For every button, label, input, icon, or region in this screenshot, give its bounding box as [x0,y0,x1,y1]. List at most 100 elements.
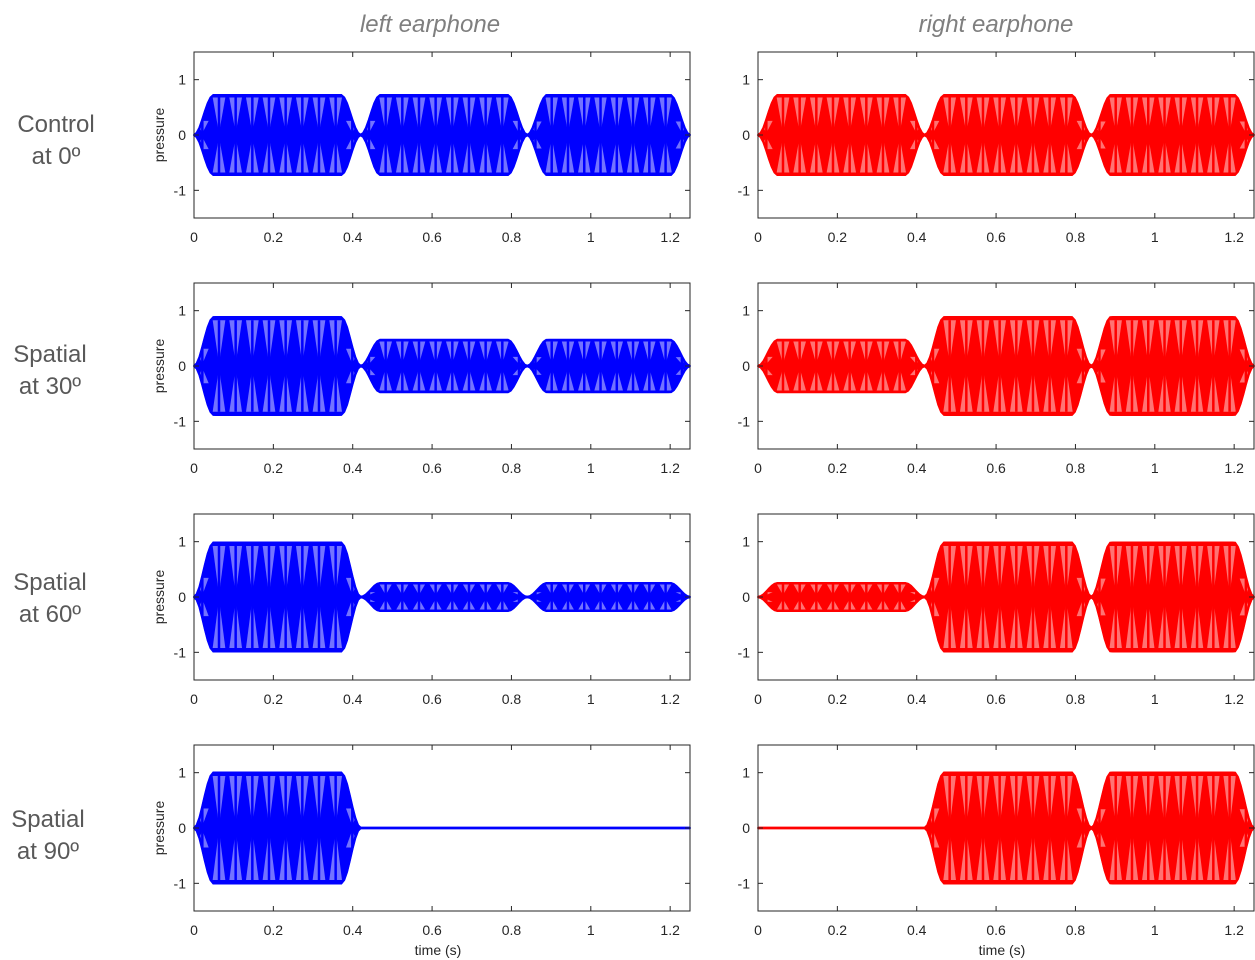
envelope-lower [758,826,1255,885]
x-tick-label: 0.4 [907,460,927,476]
x-axis-label: time (s) [415,942,462,958]
envelope-upper [757,93,1255,137]
panel-row3-right: 1 0 -1 0 0.2 0.4 0.6 0.8 1 1.2 time (s) [738,744,1255,958]
x-tick-label: 1 [1151,922,1159,938]
x-tick-label: 0.8 [502,691,522,707]
x-tick-label: 0 [190,229,198,245]
panels-group: 1 0 -1 0 0.2 0.4 0.6 0.8 1 1.2 pressure 1 0 -1 0 0.2 0.4… [151,51,1255,958]
envelope-upper [193,316,691,368]
row-label-line2: at 30º [19,373,81,400]
row-label-spatial-60: Spatial at 60º [13,569,86,628]
y-tick-label: 0 [178,358,186,374]
x-tick-label: 0.2 [828,922,848,938]
envelope-lower [757,364,1255,416]
x-tick-label: 0.4 [907,229,927,245]
x-tick-label: 1 [1151,229,1159,245]
x-tick-label: 1 [587,691,595,707]
y-tick-label: -1 [738,875,751,891]
x-tick-label: 0.6 [422,922,442,938]
x-tick-label: 1.2 [1224,460,1244,476]
x-tick-label: 0.8 [502,460,522,476]
y-tick-label: -1 [174,644,187,660]
y-tick-label: 1 [742,72,750,88]
y-tick-label: 1 [742,534,750,550]
x-tick-label: 0 [754,229,762,245]
x-tick-label: 1.2 [660,229,680,245]
x-tick-label: 1.2 [660,460,680,476]
row-label-line1: Spatial [11,806,84,833]
envelope-lower [193,595,691,653]
x-tick-label: 0.2 [264,460,284,476]
y-axis-label: pressure [151,108,167,163]
panel-row2-right: 1 0 -1 0 0.2 0.4 0.6 0.8 1 1.2 [738,513,1255,707]
x-tick-label: 0.8 [1066,922,1086,938]
y-axis-label: pressure [151,570,167,625]
x-tick-label: 0.4 [343,229,363,245]
x-tick-label: 1 [1151,691,1159,707]
x-tick-label: 0.4 [343,922,363,938]
y-tick-label: -1 [174,413,187,429]
x-tick-label: 0.4 [907,922,927,938]
row-label-line2: at 90º [17,838,79,865]
y-axis-label: pressure [151,801,167,856]
x-tick-label: 0.8 [502,922,522,938]
x-tick-label: 1 [587,460,595,476]
y-tick-label: 1 [178,303,186,319]
y-tick-label: 1 [178,534,186,550]
x-tick-label: 0.6 [986,460,1006,476]
x-tick-label: 0.2 [828,460,848,476]
x-tick-label: 0.6 [986,922,1006,938]
column-title-left: left earphone [360,11,500,38]
x-tick-label: 1.2 [660,691,680,707]
x-tick-label: 0 [190,922,198,938]
x-tick-label: 0.4 [907,691,927,707]
x-tick-label: 1.2 [660,922,680,938]
envelope-upper [193,541,691,599]
x-axis-label: time (s) [979,942,1026,958]
panel-row1-left: 1 0 -1 0 0.2 0.4 0.6 0.8 1 1.2 pressure [151,282,691,476]
y-tick-label: 0 [178,127,186,143]
y-tick-label: 1 [178,72,186,88]
panel-row0-right: 1 0 -1 0 0.2 0.4 0.6 0.8 1 1.2 [738,51,1255,245]
y-tick-label: 1 [742,765,750,781]
x-tick-label: 0.8 [502,229,522,245]
x-tick-label: 0.2 [828,229,848,245]
row-label-line1: Control [17,111,94,138]
x-tick-label: 0.6 [422,460,442,476]
x-tick-label: 1.2 [1224,691,1244,707]
row-label-line1: Spatial [13,341,86,368]
x-tick-label: 0.8 [1066,691,1086,707]
y-tick-label: 0 [178,589,186,605]
x-tick-label: 1.2 [1224,229,1244,245]
envelope-upper [193,93,691,137]
panel-row1-right: 1 0 -1 0 0.2 0.4 0.6 0.8 1 1.2 [738,282,1255,476]
x-tick-label: 0.6 [986,229,1006,245]
x-tick-label: 0.8 [1066,460,1086,476]
row-label-control-0: Control at 0º [17,111,94,170]
x-tick-label: 0 [190,691,198,707]
row-label-line1: Spatial [13,569,86,596]
row-label-spatial-90: Spatial at 90º [11,806,84,865]
envelope-lower [193,133,691,177]
y-tick-label: 0 [742,820,750,836]
x-tick-label: 0.2 [264,229,284,245]
x-tick-label: 0.6 [422,691,442,707]
y-tick-label: 0 [742,127,750,143]
x-tick-label: 0.2 [828,691,848,707]
x-tick-label: 0 [190,460,198,476]
panel-row3-left: 1 0 -1 0 0.2 0.4 0.6 0.8 1 1.2 pressure time (s) [151,744,691,958]
x-tick-label: 0.2 [264,691,284,707]
envelope-lower [757,133,1255,177]
y-tick-label: -1 [174,182,187,198]
y-tick-label: 0 [178,820,186,836]
x-tick-label: 0.6 [986,691,1006,707]
y-tick-label: 0 [742,589,750,605]
x-tick-label: 0 [754,460,762,476]
x-tick-label: 1 [587,229,595,245]
x-tick-label: 0.2 [264,922,284,938]
y-axis-label: pressure [151,339,167,394]
y-tick-label: 0 [742,358,750,374]
envelope-lower [757,595,1255,653]
envelope-upper [757,541,1255,599]
